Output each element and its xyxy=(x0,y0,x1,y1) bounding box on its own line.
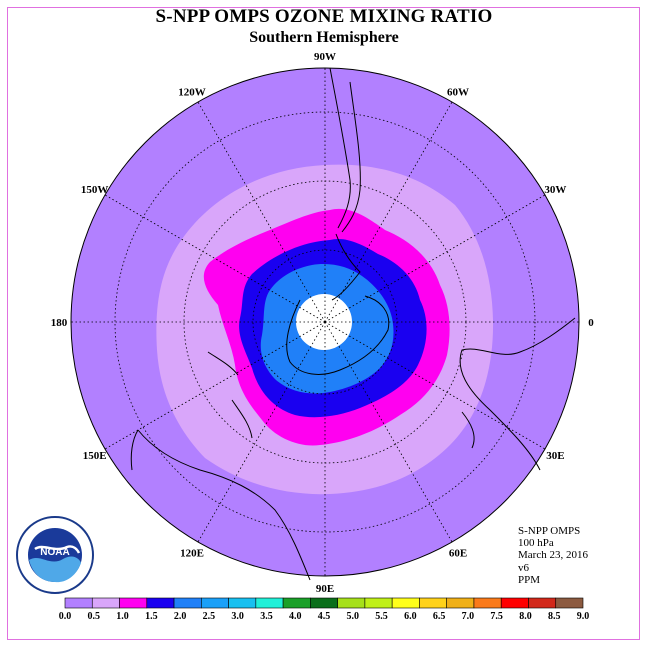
colorbar-tick-label: 5.5 xyxy=(375,611,388,622)
colorbar-tick-label: 6.0 xyxy=(404,611,417,622)
longitude-label: 90E xyxy=(316,583,334,595)
noaa-logo-text: NOAA xyxy=(40,547,69,558)
colorbar-box xyxy=(419,597,447,609)
colorbar-box xyxy=(173,597,202,609)
new-zealand-coast xyxy=(207,351,253,439)
longitude-label: 90W xyxy=(314,51,336,63)
colorbar-tick-label: 3.0 xyxy=(231,611,244,622)
info-version: v6 xyxy=(518,561,529,574)
map-subtitle: Southern Hemisphere xyxy=(249,29,399,46)
page-frame xyxy=(7,7,640,640)
longitude-labels: 0 30E 60E 90E 120E 150E 180 150W 120W 90W 60W 30W xyxy=(51,51,595,595)
colorbar-box xyxy=(119,597,148,609)
colorbar-tick-label: 4.5 xyxy=(318,611,331,622)
colorbar-box xyxy=(201,597,229,609)
colorbar-tick-label: 5.0 xyxy=(347,611,360,622)
colorbar-box xyxy=(337,597,366,609)
colorbar-tick-label: 1.0 xyxy=(116,611,129,622)
australia-coast xyxy=(130,429,311,581)
colorbar-box xyxy=(228,597,257,609)
africa-coast xyxy=(459,317,576,471)
coastlines xyxy=(130,67,576,581)
longitude-label: 60W xyxy=(447,87,469,99)
colorbar-tick-label: 7.5 xyxy=(490,611,503,622)
longitude-label: 150W xyxy=(81,184,109,196)
south-america-coast xyxy=(329,67,361,233)
colorbar-tick-label: 0.5 xyxy=(88,611,101,622)
map-title: S-NPP OMPS OZONE MIXING RATIO xyxy=(155,6,493,27)
colorbar-box xyxy=(555,597,584,609)
colorbar-box xyxy=(146,597,175,609)
longitude-label: 30E xyxy=(546,450,564,462)
colorbar-box xyxy=(391,597,420,609)
colorbar-box xyxy=(91,597,120,609)
colorbar-tick-label: 7.0 xyxy=(462,611,475,622)
colorbar-box xyxy=(473,597,502,609)
longitude-label: 0 xyxy=(588,317,594,329)
colorbar-tick-label: 8.0 xyxy=(519,611,532,622)
info-units: PPM xyxy=(518,573,541,586)
colorbar-box xyxy=(528,597,557,609)
colorbar-box xyxy=(282,597,311,609)
colorbar-box xyxy=(64,597,93,609)
colorbar-tick-label: 1.5 xyxy=(145,611,158,622)
latitude-circle-3 xyxy=(114,111,536,533)
longitude-label: 30W xyxy=(544,184,566,196)
colorbar-tick-label: 3.5 xyxy=(260,611,273,622)
antarctic-peninsula-coast xyxy=(331,233,361,301)
longitude-label: 120E xyxy=(180,547,204,559)
longitude-label: 150E xyxy=(83,450,107,462)
info-level: 100 hPa xyxy=(518,537,554,550)
antarctica-coast xyxy=(286,295,390,375)
colorbar-box xyxy=(500,597,529,609)
colorbar-tick-label: 6.5 xyxy=(433,611,446,622)
colorbar-tick-label: 9.0 xyxy=(577,611,590,622)
longitude-label: 180 xyxy=(51,317,68,329)
colorbar-tick-label: 2.0 xyxy=(174,611,187,622)
noaa-logo: NOAA xyxy=(16,516,94,594)
longitude-label: 60E xyxy=(449,547,467,559)
colorbar-box xyxy=(446,597,475,609)
madagascar-coast xyxy=(461,411,475,449)
colorbar-tick-label: 4.0 xyxy=(289,611,302,622)
graticule xyxy=(71,68,579,576)
colorbar-tick-label: 8.5 xyxy=(548,611,561,622)
info-instrument: S-NPP OMPS xyxy=(518,525,581,537)
longitude-label: 120W xyxy=(178,87,206,99)
colorbar-box xyxy=(364,597,393,609)
colorbar-box xyxy=(310,597,338,609)
colorbar-tick-label: 0.0 xyxy=(59,611,72,622)
colorbar-box xyxy=(255,597,284,609)
colorbar-tick-label: 2.5 xyxy=(203,611,216,622)
info-block: S-NPP OMPS 100 hPa March 23, 2016 v6 PPM xyxy=(518,525,588,586)
info-date: March 23, 2016 xyxy=(518,549,588,562)
